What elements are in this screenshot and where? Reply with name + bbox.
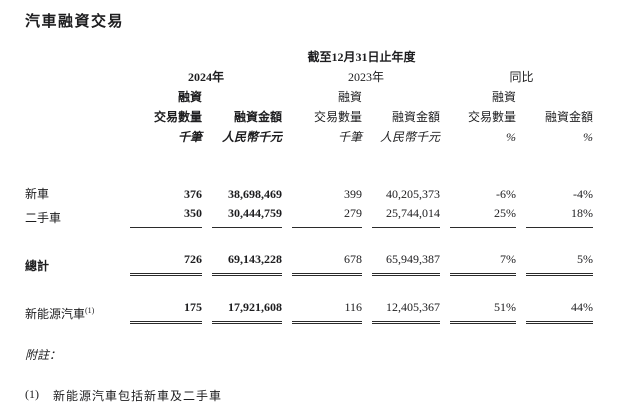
cell-amount-2024: 30,444,759	[212, 204, 282, 228]
cell-amount-2023: 40,205,373	[386, 187, 440, 201]
cell-count-yoy: 25%	[450, 204, 516, 228]
unit-count-2024: 千筆	[177, 130, 202, 144]
cell-amount-2023: 25,744,014	[372, 204, 440, 228]
col-header-count-2023: 交易數量	[313, 110, 362, 124]
cell-count-yoy: 7%	[450, 250, 516, 276]
cell-count-yoy: -6%	[496, 187, 516, 201]
units-row: 千筆 人民幣千元 千筆 人民幣千元 % %	[25, 127, 593, 147]
table-row-new-cars: 新車 376 38,698,469 399 40,205,373 -6% -4%	[25, 185, 593, 204]
unit-count-yoy: %	[506, 130, 516, 144]
unit-count-2023: 千筆	[337, 130, 362, 144]
unit-amount-2024: 人民幣千元	[221, 130, 282, 144]
row-label: 新車	[25, 187, 50, 201]
cell-count-2023: 399	[344, 187, 362, 201]
table-row-nev: 新能源汽車(1) 175 17,921,608 116 12,405,367 5…	[25, 298, 593, 324]
page-title: 汽車融資交易	[25, 13, 125, 30]
footnote-1-text: 新能源汽車包括新車及二手車	[53, 389, 223, 403]
cell-count-2024: 726	[130, 250, 202, 276]
cell-count-yoy: 51%	[450, 298, 516, 324]
row-label: 總計	[25, 259, 50, 273]
cell-amount-yoy: -4%	[573, 187, 593, 201]
unit-amount-2023: 人民幣千元	[379, 130, 440, 144]
spacer	[25, 147, 593, 185]
spacer	[25, 276, 593, 298]
table-row-used-cars: 二手車 350 30,444,759 279 25,744,014 25% 18…	[25, 204, 593, 228]
cell-count-2024: 350	[130, 204, 202, 228]
unit-amount-yoy: %	[583, 130, 593, 144]
col-header-count-2024: 交易數量	[153, 110, 202, 124]
year-header-2023: 2023年	[347, 70, 384, 84]
period-header-row: 截至12月31日止年度	[25, 47, 593, 67]
footnote-marker: (1)	[85, 306, 95, 315]
financing-label-yoy: 融資	[491, 90, 516, 104]
footnote-1-marker: (1)	[25, 387, 39, 401]
period-header: 截至12月31日止年度	[307, 50, 416, 64]
financing-label-2024: 融資	[177, 90, 202, 104]
cell-amount-2023: 12,405,367	[372, 298, 440, 324]
cell-amount-2024: 17,921,608	[212, 298, 282, 324]
footnote-1: (1) 新能源汽車包括新車及二手車	[25, 387, 631, 404]
col-header-count-yoy: 交易數量	[467, 110, 516, 124]
column-header-row: 交易數量 融資金額 交易數量 融資金額 交易數量 融資金額	[25, 107, 593, 127]
cell-amount-2024: 38,698,469	[228, 187, 282, 201]
col-header-amount-2024: 融資金額	[233, 110, 282, 124]
year-header-row: 2024年 2023年 同比	[25, 67, 593, 87]
cell-count-2023: 116	[292, 298, 362, 324]
year-header-2024: 2024年	[187, 70, 224, 84]
col-header-amount-2023: 融資金額	[391, 110, 440, 124]
cell-amount-yoy: 44%	[526, 298, 593, 324]
cell-count-2024: 175	[130, 298, 202, 324]
col-header-amount-yoy: 融資金額	[544, 110, 593, 124]
cell-count-2024: 376	[184, 187, 202, 201]
row-label: 新能源汽車(1)	[25, 306, 95, 322]
cell-amount-2023: 65,949,387	[372, 250, 440, 276]
financing-label-2023: 融資	[337, 90, 362, 104]
cell-count-2023: 678	[292, 250, 362, 276]
financing-subheader-row: 融資 融資 融資	[25, 87, 593, 107]
cell-amount-2024: 69,143,228	[212, 250, 282, 276]
spacer	[25, 228, 593, 250]
auto-financing-table: 截至12月31日止年度 2024年 2023年 同比 融資 融資 融資 交易數量…	[15, 47, 603, 324]
cell-count-2023: 279	[292, 204, 362, 228]
notes-title: 附註：	[25, 348, 62, 362]
table-row-total: 總計 726 69,143,228 678 65,949,387 7% 5%	[25, 250, 593, 276]
year-header-yoy: 同比	[509, 70, 534, 84]
row-label: 二手車	[25, 211, 62, 225]
cell-amount-yoy: 18%	[526, 204, 593, 228]
cell-amount-yoy: 5%	[526, 250, 593, 276]
